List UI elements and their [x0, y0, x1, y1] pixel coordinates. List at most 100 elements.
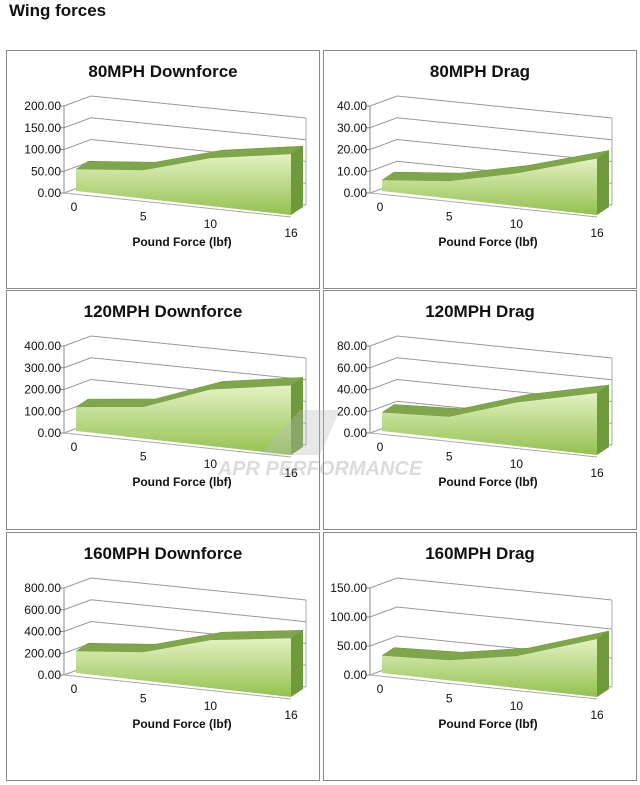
page-title: Wing forces	[9, 1, 107, 20]
x-tick-label: 10	[204, 457, 218, 471]
x-tick-label: 16	[590, 708, 604, 722]
floor-edge	[369, 432, 598, 458]
area-side-face	[291, 146, 303, 215]
y-tick-label: 100.00	[24, 143, 61, 157]
y-tick-label: 200.00	[24, 383, 61, 397]
x-tick-label: 16	[284, 466, 298, 480]
y-tick-label: 100.00	[330, 610, 367, 624]
x-tick-label: 5	[140, 450, 147, 464]
gridline	[63, 335, 307, 359]
x-tick-label: 16	[590, 226, 604, 240]
x-tick-label: 10	[510, 217, 524, 231]
chart-svg: 0.00 50.00 100.00 150.00 200.00 0 5 10 16 Pound F…	[24, 95, 307, 249]
y-tick-label: 100.00	[24, 404, 61, 418]
x-tick-label: 16	[284, 708, 298, 722]
chart-panel: 80MPH Drag 0.00 10.00 20.00 30.00 40.00 0 5 10 16…	[323, 50, 637, 289]
gridline	[63, 577, 307, 601]
gridline	[369, 357, 613, 381]
area-series	[76, 638, 291, 697]
gridline	[369, 138, 613, 162]
x-axis-title: Pound Force (lbf)	[132, 717, 231, 731]
area-side-face	[291, 630, 303, 697]
chart-title: 120MPH Downforce	[83, 302, 243, 321]
gridline	[63, 117, 307, 141]
x-tick-label: 5	[446, 692, 453, 706]
chart-title: 160MPH Downforce	[83, 544, 243, 563]
y-tick-label: 20.00	[337, 143, 367, 157]
floor-edge	[63, 432, 292, 458]
y-tick-label: 50.00	[337, 639, 367, 653]
y-tick-label: 0.00	[344, 668, 368, 682]
x-tick-label: 10	[204, 699, 218, 713]
y-tick-label: 50.00	[31, 164, 61, 178]
y-tick-label: 40.00	[337, 383, 367, 397]
x-tick-label: 10	[510, 699, 524, 713]
x-axis-title: Pound Force (lbf)	[132, 475, 231, 489]
floor-edge	[369, 192, 598, 218]
chart-svg: 0.00 20.00 40.00 60.00 80.00 0 5 10 16 Pound Forc…	[337, 335, 613, 489]
gridline	[369, 117, 613, 141]
y-tick-label: 0.00	[38, 186, 62, 200]
x-tick-label: 0	[71, 200, 78, 214]
area-side-face	[597, 385, 609, 455]
chart-title: 80MPH Downforce	[88, 62, 238, 81]
chart-panel: 160MPH Drag 0.00 50.00 100.00 150.00 0 5 10 16 Po…	[323, 532, 637, 781]
x-tick-label: 10	[510, 457, 524, 471]
area-series	[76, 385, 291, 455]
gridline	[63, 357, 307, 381]
y-tick-label: 30.00	[337, 121, 367, 135]
gridline	[63, 599, 307, 623]
area-series	[382, 639, 597, 697]
chart-svg: 0.00 100.00 200.00 300.00 400.00 0 5 10 16 Pound …	[24, 335, 307, 489]
x-tick-label: 16	[284, 226, 298, 240]
area-side-face	[291, 377, 303, 455]
x-tick-label: 0	[377, 200, 384, 214]
chart-panel: 120MPH Downforce 0.00 100.00 200.00 300.00 40…	[6, 290, 320, 530]
x-tick-label: 10	[204, 217, 218, 231]
y-tick-label: 400.00	[24, 625, 61, 639]
y-tick-label: 200.00	[24, 646, 61, 660]
area-top-face	[75, 377, 304, 408]
area-series	[382, 158, 597, 215]
x-axis-title: Pound Force (lbf)	[438, 235, 537, 249]
x-tick-label: 5	[140, 210, 147, 224]
x-axis-title: Pound Force (lbf)	[438, 475, 537, 489]
chart-panel: 160MPH Downforce 0.00 200.00 400.00 600.00 80…	[6, 532, 320, 781]
gridline	[63, 95, 307, 119]
y-tick-label: 200.00	[24, 99, 61, 113]
gridline	[369, 577, 613, 601]
chart-panel: 120MPH Drag 0.00 20.00 40.00 60.00 80.00 0 5 10 1…	[323, 290, 637, 530]
floor-edge	[369, 674, 598, 700]
y-tick-label: 60.00	[337, 361, 367, 375]
chart-svg: 0.00 50.00 100.00 150.00 0 5 10 16 Pound Force (…	[330, 577, 613, 731]
area-side-face	[597, 150, 609, 215]
x-tick-label: 0	[377, 682, 384, 696]
floor-edge	[63, 674, 292, 700]
y-tick-label: 400.00	[24, 339, 61, 353]
y-tick-label: 150.00	[24, 121, 61, 135]
y-tick-label: 800.00	[24, 581, 61, 595]
x-tick-label: 0	[71, 440, 78, 454]
chart-svg: 0.00 200.00 400.00 600.00 800.00 0 5 10 16 Pound …	[24, 577, 307, 731]
area-series	[382, 393, 597, 455]
y-tick-label: 20.00	[337, 404, 367, 418]
chart-title: 80MPH Drag	[429, 62, 531, 81]
chart-title: 160MPH Drag	[425, 544, 535, 563]
y-tick-label: 0.00	[38, 426, 62, 440]
y-tick-label: 40.00	[337, 99, 367, 113]
gridline	[369, 606, 613, 630]
chart-panel: 80MPH Downforce 0.00 50.00 100.00 150.00 200.…	[6, 50, 320, 289]
x-tick-label: 0	[71, 682, 78, 696]
gridline	[369, 95, 613, 119]
gridline	[369, 335, 613, 359]
y-tick-label: 600.00	[24, 603, 61, 617]
y-tick-label: 300.00	[24, 361, 61, 375]
x-tick-label: 5	[446, 450, 453, 464]
y-tick-label: 0.00	[344, 426, 368, 440]
y-tick-label: 80.00	[337, 339, 367, 353]
y-tick-label: 0.00	[38, 668, 62, 682]
chart-title: 120MPH Drag	[425, 302, 535, 321]
floor-edge	[63, 192, 292, 218]
x-tick-label: 5	[446, 210, 453, 224]
x-tick-label: 0	[377, 440, 384, 454]
